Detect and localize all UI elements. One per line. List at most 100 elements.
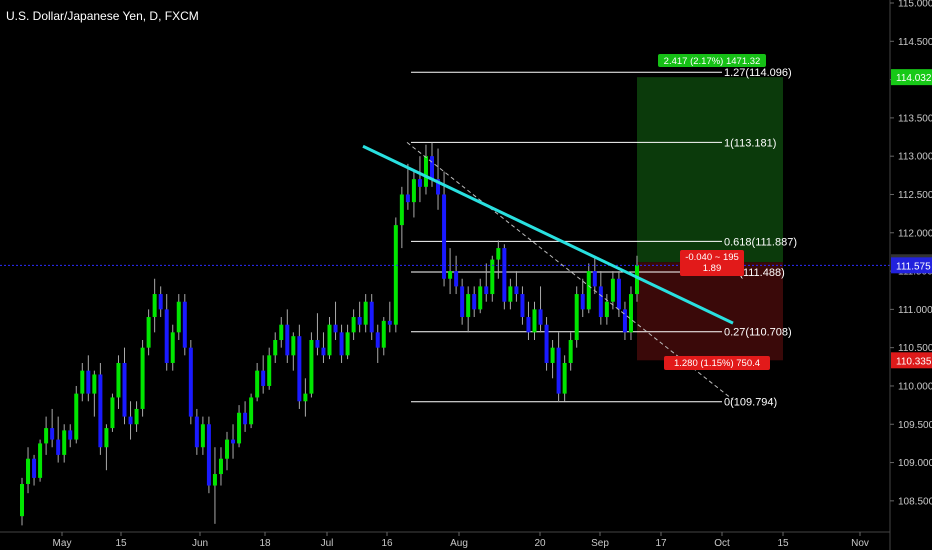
candle-body xyxy=(225,439,229,459)
time-tick-label: Jun xyxy=(192,538,208,549)
candle-body xyxy=(146,317,151,348)
candle-body xyxy=(508,286,513,302)
candle-body xyxy=(26,458,31,485)
candle-body xyxy=(472,294,477,310)
candle-body xyxy=(586,271,591,310)
candle-body xyxy=(200,424,205,448)
candle-body xyxy=(68,430,73,440)
candle-body xyxy=(375,332,380,348)
candle-body xyxy=(134,408,139,425)
candle-body xyxy=(206,424,211,486)
candle-body xyxy=(369,301,374,333)
candle-body xyxy=(333,324,338,333)
candles xyxy=(20,142,639,526)
candle-body xyxy=(38,443,43,478)
candle-body xyxy=(188,347,193,417)
candle-body xyxy=(315,340,320,348)
fib-level-label: 0.618(111.887) xyxy=(724,236,797,248)
price-tick-label: 113.000 xyxy=(898,152,932,163)
candle-body xyxy=(56,439,61,455)
candle-body xyxy=(532,309,537,333)
time-tick-label: 17 xyxy=(655,538,667,549)
candle-body xyxy=(309,340,314,394)
candle-body xyxy=(140,347,145,409)
time-tick-label: Nov xyxy=(851,538,869,549)
candle-body xyxy=(610,278,615,302)
candle-body xyxy=(267,355,272,386)
candle-body xyxy=(423,156,428,187)
candle-body xyxy=(520,294,525,318)
symbol-title: U.S. Dollar/Japanese Yen, D, FXCM xyxy=(6,9,199,23)
position-zones xyxy=(637,77,783,361)
candle-body xyxy=(237,412,242,444)
candle-body xyxy=(80,370,85,394)
candle-body xyxy=(291,336,296,356)
profit-label-text: 2.417 (2.17%) 1471.32 xyxy=(664,56,761,67)
candle-body xyxy=(393,225,398,325)
axis-price-label-text: 110.335 xyxy=(896,356,932,367)
position-center-label-text: -0.040 ~ 195 xyxy=(685,252,739,263)
price-tick-label: 115.000 xyxy=(898,0,932,10)
candle-body xyxy=(122,362,127,417)
axis-price-label-text: 111.575 xyxy=(896,261,931,272)
candle-body xyxy=(598,286,603,318)
time-tick-label: Aug xyxy=(450,538,468,549)
candle-body xyxy=(249,397,254,425)
candle-body xyxy=(110,397,115,429)
candle-body xyxy=(478,286,483,310)
candle-body xyxy=(116,362,121,398)
candle-body xyxy=(345,332,350,356)
candle-body xyxy=(357,317,362,325)
candle-body xyxy=(460,286,465,318)
axis-price-label-box xyxy=(891,352,932,369)
price-tick-label: 111.000 xyxy=(898,305,932,316)
candle-body xyxy=(32,458,37,478)
candle-body xyxy=(436,179,441,195)
candle-body xyxy=(411,179,416,203)
candle-body xyxy=(405,194,410,203)
candle-body xyxy=(128,416,133,425)
candle-body xyxy=(182,301,187,348)
candle-body xyxy=(273,340,278,356)
candle-body xyxy=(616,278,621,310)
candle-body xyxy=(164,309,169,363)
candle-body xyxy=(562,362,567,394)
candle-body xyxy=(635,264,639,295)
candle-body xyxy=(74,393,79,440)
profit-zone xyxy=(637,77,783,263)
candle-body xyxy=(231,439,236,444)
price-tick-label: 112.000 xyxy=(898,228,932,239)
time-tick-label: 20 xyxy=(534,538,546,549)
candle-body xyxy=(592,271,597,287)
candle-body xyxy=(622,309,627,333)
candle-body xyxy=(170,332,175,363)
candle-body xyxy=(580,294,585,310)
candle-body xyxy=(158,294,163,310)
candle-body xyxy=(550,347,555,363)
candle-body xyxy=(448,271,453,279)
candle-body xyxy=(92,374,97,394)
candle-body xyxy=(399,194,404,226)
time-axis[interactable]: May 15 Jun 18 Jul 16 Aug 20 Sep 17 Oct 15 Nov xyxy=(0,531,890,549)
price-axis[interactable]: 115.000114.500114.000113.500113.000112.5… xyxy=(889,0,932,550)
candle-body xyxy=(176,301,181,333)
candle-body xyxy=(218,458,223,475)
trendline xyxy=(362,144,734,325)
candle-body xyxy=(44,428,49,444)
candle-body xyxy=(526,317,531,333)
time-tick-label: 16 xyxy=(381,538,393,549)
candle-body xyxy=(327,324,332,356)
price-tick-label: 109.000 xyxy=(898,458,932,469)
time-tick-label: Sep xyxy=(591,538,609,549)
position-labels: 2.417 (2.17%) 1471.32 1.280 (1.15%) 750.4… xyxy=(658,54,770,370)
candle-body xyxy=(351,317,356,333)
axis-price-label-box xyxy=(891,257,932,274)
candle-body xyxy=(104,428,109,448)
candle-body xyxy=(604,301,609,318)
fib-level-label: 1.27(114.096) xyxy=(724,67,792,79)
time-tick-label: Oct xyxy=(714,538,730,549)
time-tick-label: 15 xyxy=(777,538,789,549)
fib-level-label: 1(113.181) xyxy=(724,137,776,149)
candle-body xyxy=(442,194,447,279)
